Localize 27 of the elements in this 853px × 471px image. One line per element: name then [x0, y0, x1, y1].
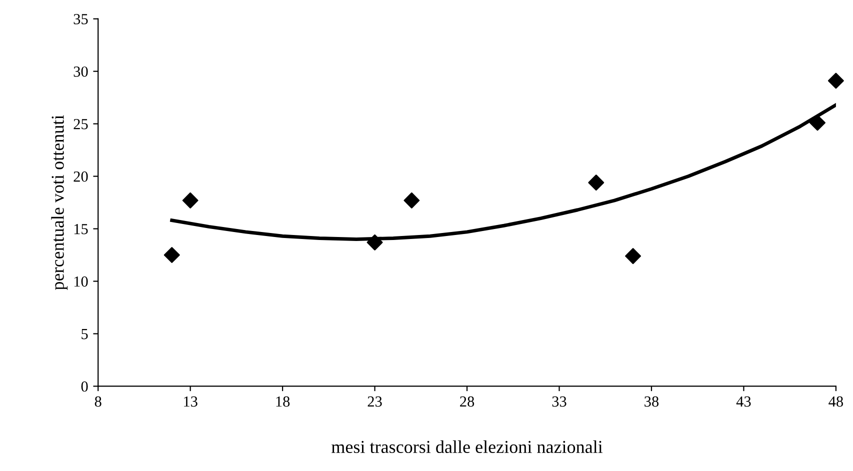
y-tick-label: 10: [74, 276, 88, 287]
x-tick-label: 48: [828, 396, 843, 407]
y-tick-label: 25: [74, 118, 88, 130]
y-tick-label: 0: [81, 381, 88, 392]
point: [810, 114, 826, 131]
point: [182, 192, 198, 208]
y-tick-label: 5: [82, 329, 88, 340]
x-axis-title: mesi trascorsi dalle elezioni nazionali: [332, 440, 603, 454]
y-tick-label: 30: [74, 66, 88, 77]
x-tick-label: 43: [736, 396, 751, 407]
x-tick-label: 28: [460, 396, 474, 407]
y-tick-label: 20: [74, 171, 88, 182]
x-tick-label: 8: [94, 396, 102, 407]
y-axis-title: percentuale voti ottenuti: [51, 115, 68, 290]
x-tick-label: 33: [552, 396, 566, 407]
point: [366, 234, 383, 250]
y-tick-label: 35: [74, 14, 88, 24]
x-tick-label: 38: [644, 396, 659, 407]
x-tick-label: 13: [184, 396, 198, 407]
x-tick-label: 23: [368, 396, 382, 407]
point: [828, 72, 844, 89]
point: [625, 248, 642, 264]
point: [588, 174, 604, 191]
x-tick-label: 18: [276, 396, 290, 407]
point: [164, 247, 180, 263]
point: [404, 192, 420, 208]
y-tick-label: 15: [74, 224, 88, 234]
